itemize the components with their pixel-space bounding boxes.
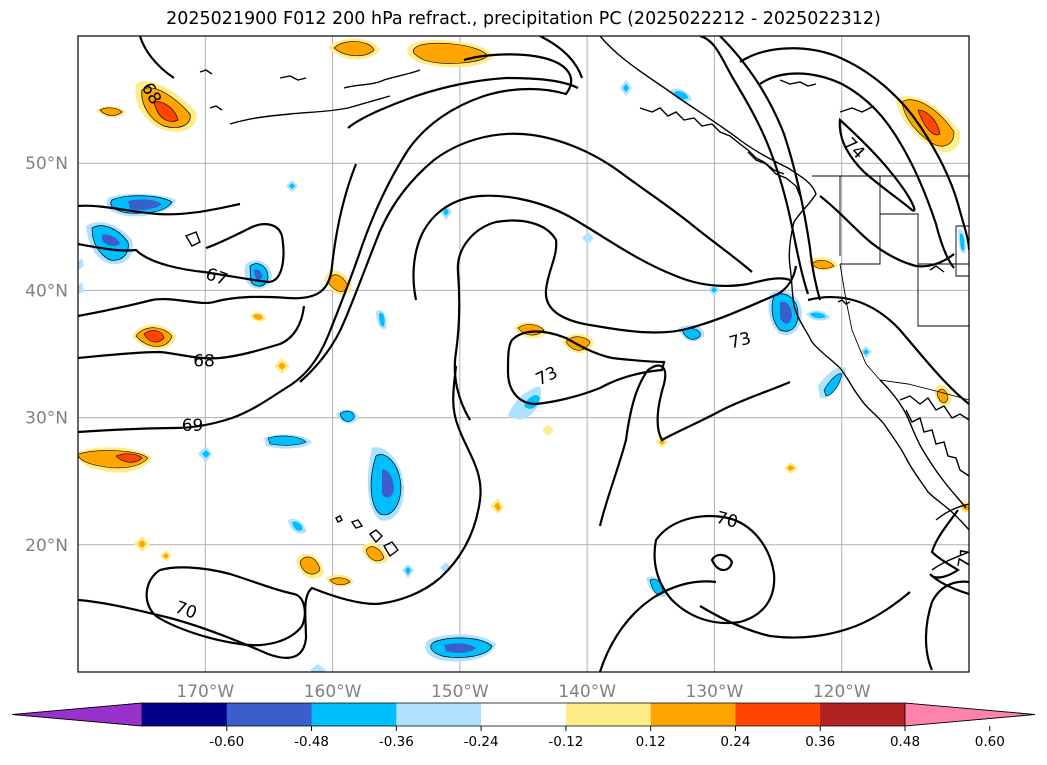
colorbar-segment: [735, 703, 821, 726]
colorbar-tick-label: 0.12: [636, 734, 666, 750]
refractivity-contours: [78, 36, 969, 672]
contour-69: [78, 53, 573, 434]
colorbar-tick-label: 0.36: [805, 734, 835, 750]
colorbar-tick-label: -0.48: [294, 734, 329, 750]
colorbar-tick-label: -0.24: [464, 734, 499, 750]
contour-west-coast: [807, 296, 969, 405]
colorbar-tick-label: 0.24: [720, 734, 750, 750]
precipitation-negative-areas: [78, 80, 966, 672]
colorbar-min-extend: [11, 702, 143, 727]
contour-67: [78, 223, 285, 284]
lon-tick-label: 140°W: [558, 682, 616, 702]
colorbar-tick-label: 0.60: [975, 734, 1005, 750]
contour-74: [739, 47, 969, 251]
colorbar-segment: [226, 703, 313, 726]
lon-tick-label: 170°W: [176, 682, 234, 702]
colorbar-tick-label: -0.36: [379, 734, 414, 750]
colorbar-tick-label: -0.60: [209, 734, 244, 750]
map-title: 2025021900 F012 200 hPa refract., precip…: [166, 9, 881, 29]
lon-tick-label: 120°W: [813, 682, 871, 702]
contour-70-east: [598, 364, 791, 527]
contour-south-1: [598, 580, 717, 672]
contour-70-small: [710, 553, 734, 572]
political-borders: [812, 175, 969, 401]
lat-tick-label: 30°N: [25, 409, 68, 429]
precipitation-positive-areas: [78, 38, 969, 587]
coastlines: [184, 36, 969, 571]
colorbar-segment: [142, 703, 228, 726]
colorbar-tick-label: 0.48: [890, 734, 920, 750]
lon-tick-label: 160°W: [304, 682, 362, 702]
colorbar-segment: [311, 703, 397, 726]
contour-70-outer: [78, 365, 482, 659]
lat-tick-label: 20°N: [25, 536, 68, 556]
longitude-labels: 170°W 160°W 150°W 140°W 130°W 120°W: [176, 682, 870, 702]
lon-tick-label: 130°W: [686, 682, 744, 702]
svg-text:71: 71: [954, 545, 977, 570]
precip-blob-5: [425, 634, 496, 662]
colorbar-segment: [820, 703, 906, 726]
latitude-labels: 50°N 40°N 30°N 20°N: [25, 154, 68, 556]
colorbar-tick-label: -0.12: [548, 734, 583, 750]
contour-71: [299, 132, 753, 383]
contour-north-3: [539, 36, 584, 79]
contour-label: 71: [954, 545, 977, 570]
contour-south-east: [924, 580, 969, 671]
svg-text:69: 69: [182, 416, 204, 436]
map-frame: [77, 35, 970, 673]
colorbar-max-extend: [904, 702, 1036, 727]
contour-72: [412, 194, 791, 301]
contour-label: 69: [182, 416, 204, 436]
contour-south-2: [699, 591, 911, 639]
precip-blob-4: [367, 447, 404, 521]
colorbar-segment: [650, 703, 736, 726]
contour-73: [453, 219, 798, 421]
lat-tick-label: 40°N: [25, 281, 68, 301]
colorbar-segment: [565, 703, 652, 726]
contour-67-north: [78, 202, 241, 216]
colorbar-segment: [396, 703, 482, 726]
svg-text:68: 68: [193, 351, 215, 371]
contour-68: [78, 163, 358, 318]
contour-70-west: [145, 566, 306, 647]
colorbar: -0.60 -0.48 -0.36 -0.24 -0.12 0.12 0.24 0.36 0.4…: [11, 702, 1036, 750]
colorbar-segment: [481, 703, 567, 726]
contour-75: [759, 72, 955, 269]
contour-north-1: [347, 76, 579, 129]
lon-tick-label: 150°W: [431, 682, 489, 702]
contour-north-2: [138, 36, 175, 79]
contour-east-2: [819, 195, 955, 268]
contour-77: [719, 36, 822, 301]
contour-70-south: [653, 514, 776, 625]
contour-76: [699, 36, 810, 295]
precip-pos-blob-1: [135, 81, 197, 132]
contour-73-inner: [506, 330, 666, 406]
lat-tick-label: 50°N: [25, 154, 68, 174]
contour-label: 68: [193, 351, 215, 371]
contour-east-1: [838, 117, 916, 212]
contour-68b: [78, 305, 306, 360]
precip-blob-2: [86, 222, 133, 265]
contour-71-east: [929, 509, 969, 596]
